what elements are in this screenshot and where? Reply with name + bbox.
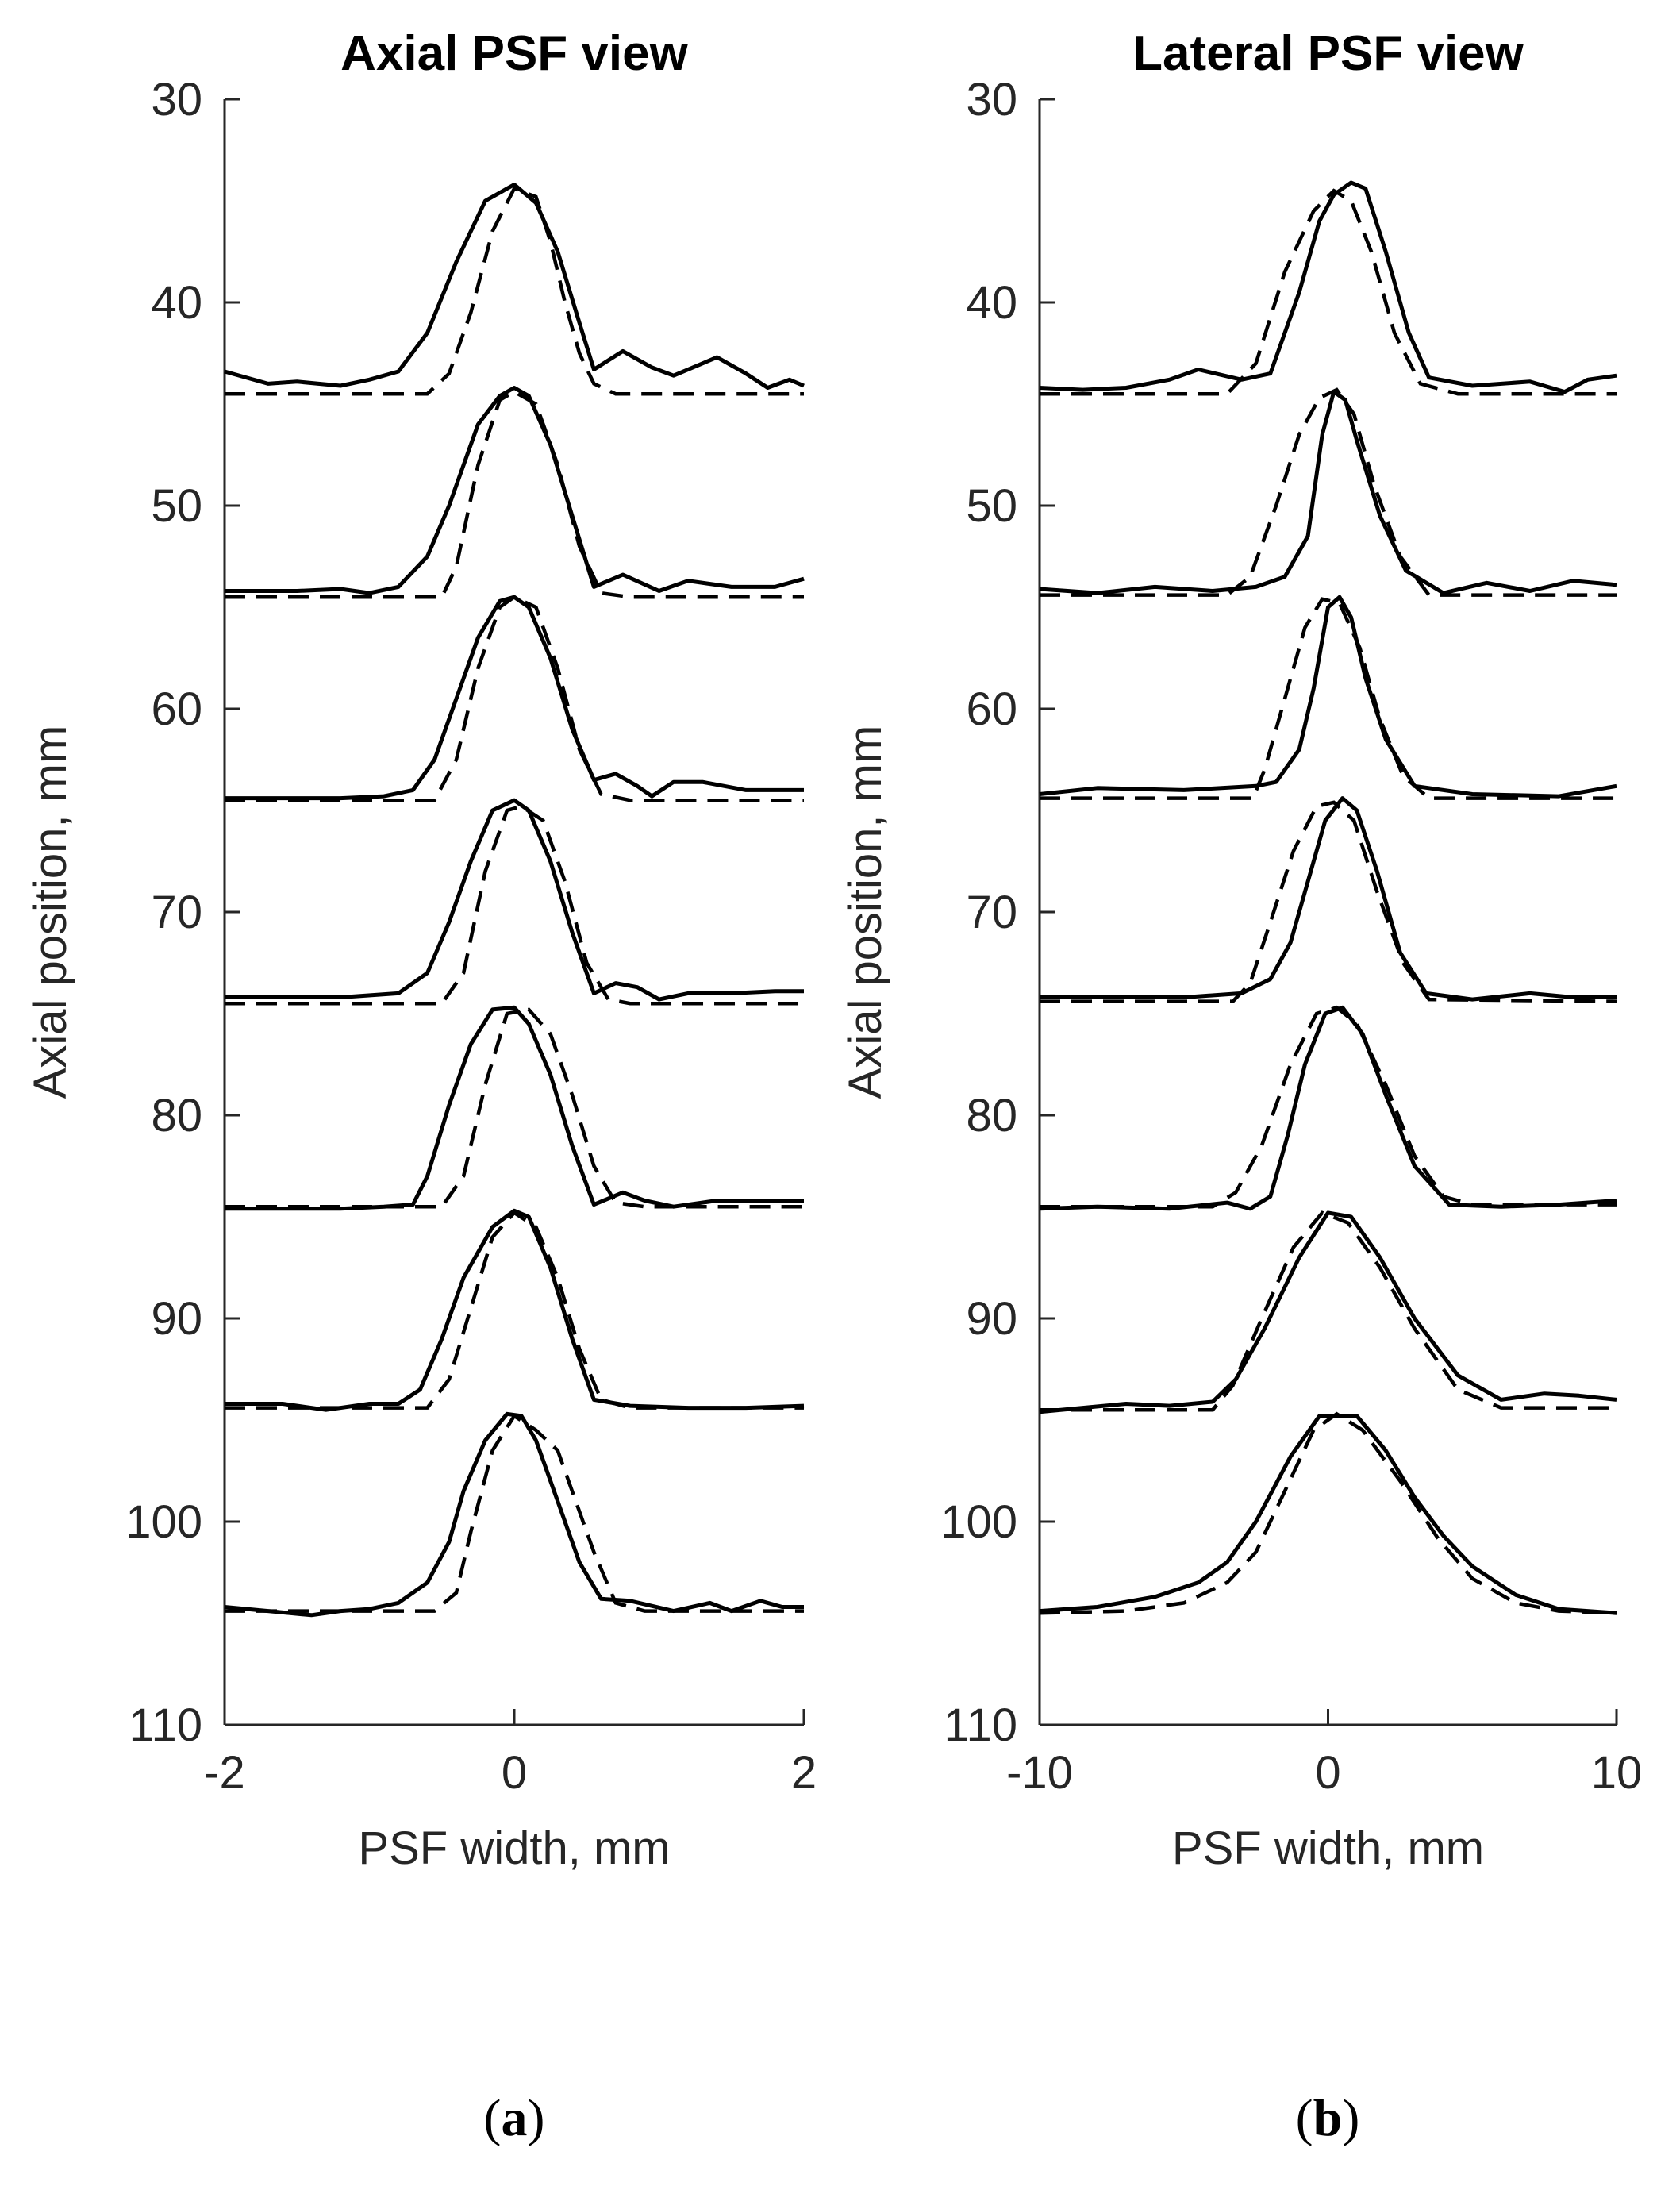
x-axis-label: PSF width, mm xyxy=(358,1822,670,1874)
chart-title: Axial PSF view xyxy=(340,26,688,81)
y-tick-label: 100 xyxy=(940,1496,1017,1548)
y-tick-label: 100 xyxy=(125,1496,202,1548)
profile-4-solid-line xyxy=(1040,796,1617,1002)
y-tick-label: 80 xyxy=(151,1090,202,1141)
y-tick-label: 90 xyxy=(966,1293,1017,1345)
y-tick-label: 40 xyxy=(966,277,1017,329)
profile-1-dashed-line xyxy=(225,186,804,396)
x-tick-label: 0 xyxy=(502,1747,527,1799)
panel-b: Lateral PSF view 30 40 50 60 70 80 90 100 110-10 0… xyxy=(840,26,1642,2147)
profile-6-solid-line xyxy=(225,1208,805,1412)
y-tick-label: 70 xyxy=(151,887,202,938)
x-tick-label: 2 xyxy=(791,1747,817,1799)
y-tick-label: 110 xyxy=(944,1699,1017,1751)
y-tick-label: 90 xyxy=(151,1293,202,1345)
profile-5-dashed-line xyxy=(225,1007,804,1209)
profile-5-solid-line xyxy=(1039,1005,1617,1211)
y-axis-label: Axial position, mm xyxy=(25,725,76,1099)
caption-letter: b xyxy=(1313,2089,1343,2147)
profile-4-dashed-line xyxy=(225,804,804,1006)
x-axis-label: PSF width, mm xyxy=(1172,1822,1484,1874)
caption-open-paren: ( xyxy=(484,2089,502,2147)
profile-5-dashed-line xyxy=(1040,1005,1617,1209)
profile-2-solid-line xyxy=(225,386,805,595)
profile-1-dashed-line xyxy=(1040,188,1617,396)
profile-7-solid-line xyxy=(1039,1414,1617,1615)
caption-close-paren: ) xyxy=(528,2089,545,2147)
profile-7-dashed-line xyxy=(1039,1411,1617,1615)
x-tick-label: -2 xyxy=(204,1747,245,1799)
caption-close-paren: ) xyxy=(1342,2089,1359,2147)
y-tick-label: 40 xyxy=(151,277,202,329)
profile-2-dashed-line xyxy=(1040,387,1617,597)
profile-4-solid-line xyxy=(225,798,804,1002)
y-tick-label: 70 xyxy=(966,887,1017,938)
y-tick-label: 30 xyxy=(151,74,202,125)
y-tick-label: 50 xyxy=(966,480,1017,532)
profile-7-dashed-line xyxy=(225,1413,804,1613)
panel-caption: (a) xyxy=(484,2089,545,2147)
profile-3-dashed-line xyxy=(1040,597,1617,800)
profile-6-dashed-line xyxy=(225,1210,804,1410)
profile-5-solid-line xyxy=(225,1005,804,1211)
y-tick-label: 110 xyxy=(129,1699,202,1751)
x-tick-label: 0 xyxy=(1315,1747,1340,1799)
profile-6-solid-line xyxy=(1039,1210,1617,1414)
profile-2-dashed-line xyxy=(225,390,804,599)
profile-6-dashed-line xyxy=(1040,1210,1617,1412)
profile-4-dashed-line xyxy=(1040,800,1617,1003)
profile-3-solid-line xyxy=(225,595,804,801)
profile-3-solid-line xyxy=(1039,595,1617,799)
y-tick-label: 60 xyxy=(151,683,202,735)
profile-1-solid-line xyxy=(1039,180,1617,394)
y-tick-label: 50 xyxy=(151,480,202,532)
profile-3-dashed-line xyxy=(225,595,804,802)
y-tick-label: 30 xyxy=(966,74,1017,125)
profile-1-solid-line xyxy=(224,183,805,390)
x-tick-label: 10 xyxy=(1591,1747,1643,1799)
profile-2-solid-line xyxy=(1039,390,1617,595)
caption-open-paren: ( xyxy=(1296,2089,1313,2147)
panel-a: Axial PSF view 30 40 50 60 70 80 90 100 110-2 0 2 PS… xyxy=(25,26,817,2147)
profile-7-solid-line xyxy=(224,1411,804,1618)
y-axis-label: Axial position, mm xyxy=(840,725,891,1099)
x-tick-label: -10 xyxy=(1006,1747,1073,1799)
y-tick-label: 60 xyxy=(966,683,1017,735)
caption-letter: a xyxy=(502,2089,528,2147)
y-tick-label: 80 xyxy=(966,1090,1017,1141)
panel-caption: (b) xyxy=(1296,2089,1360,2147)
chart-title: Lateral PSF view xyxy=(1132,26,1524,81)
